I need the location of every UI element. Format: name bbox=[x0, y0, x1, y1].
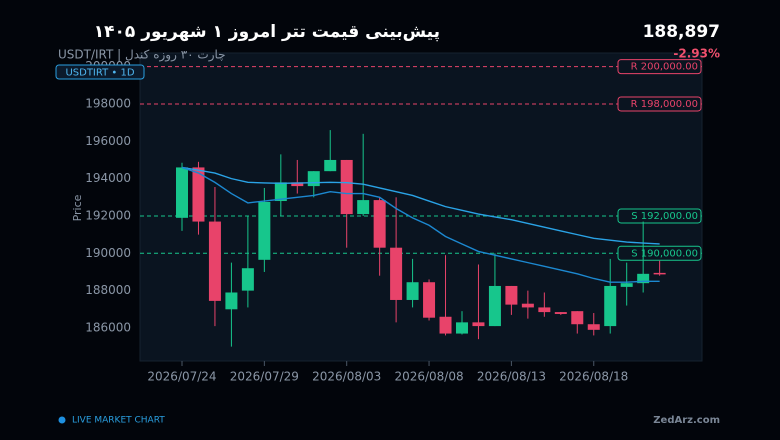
x-tick-label: 2026/08/08 bbox=[394, 370, 463, 384]
candle-body bbox=[340, 159, 353, 215]
candle-body bbox=[291, 182, 304, 187]
level-label: S 190,000.00 bbox=[631, 248, 698, 259]
candle-body bbox=[571, 311, 584, 325]
x-tick-label: 2026/07/29 bbox=[230, 370, 299, 384]
candle-body bbox=[324, 159, 337, 172]
y-tick-label: 188000 bbox=[85, 283, 131, 297]
candle-body bbox=[225, 292, 238, 310]
candle-body bbox=[307, 171, 320, 187]
y-tick-label: 186000 bbox=[85, 320, 131, 334]
x-tick-label: 2026/07/24 bbox=[147, 370, 216, 384]
level-tag bbox=[617, 59, 702, 75]
candle-body bbox=[505, 285, 518, 305]
level-label: S 192,000.00 bbox=[631, 211, 698, 222]
level-tag bbox=[617, 96, 702, 112]
candle-body bbox=[538, 307, 551, 313]
moving-average bbox=[181, 166, 660, 245]
level-label: R 200,000.00 bbox=[631, 62, 698, 73]
candle-body bbox=[176, 167, 188, 218]
moving-average bbox=[181, 166, 660, 283]
y-tick-label: 190000 bbox=[85, 246, 131, 260]
candle-body bbox=[439, 316, 452, 334]
y-axis-label: Price bbox=[71, 194, 84, 221]
live-dot bbox=[58, 416, 66, 424]
candle-body bbox=[208, 221, 221, 301]
candle-body bbox=[390, 247, 403, 300]
title: پیش‌بینی قیمت تتر امروز ۱ شهریور ۱۴۰۵ bbox=[94, 22, 440, 42]
candle-body bbox=[274, 182, 287, 202]
candle-body bbox=[554, 312, 567, 314]
candle-body bbox=[521, 303, 534, 308]
candle-body bbox=[241, 268, 254, 291]
candle-body bbox=[472, 322, 485, 327]
candle-body bbox=[357, 200, 370, 215]
candle-body bbox=[604, 285, 617, 327]
level-tag bbox=[617, 245, 702, 261]
level-label: R 198,000.00 bbox=[631, 99, 698, 110]
candle-body bbox=[406, 282, 419, 300]
brand: ZedArz.com bbox=[653, 415, 720, 426]
subtitle: USDT/IRT | چارت ۳۰ روزه کندل bbox=[58, 48, 226, 63]
x-tick-label: 2026/08/13 bbox=[477, 370, 546, 384]
y-tick-label: 192000 bbox=[85, 208, 131, 222]
candle-body bbox=[192, 167, 205, 222]
candle-body bbox=[423, 282, 436, 318]
candle-body bbox=[373, 200, 386, 248]
candle-body bbox=[455, 322, 468, 334]
candle-body bbox=[620, 283, 633, 287]
candle-body bbox=[637, 273, 650, 284]
badge: USDTIRT • 1D bbox=[65, 68, 134, 79]
x-tick-label: 2026/08/18 bbox=[559, 370, 628, 384]
y-tick-label: 198000 bbox=[85, 96, 131, 110]
price: 188,897 bbox=[643, 22, 720, 42]
x-tick-label: 2026/08/03 bbox=[312, 370, 381, 384]
y-tick-label: 196000 bbox=[85, 134, 131, 148]
level-tag bbox=[617, 208, 702, 224]
candle-body bbox=[587, 324, 600, 330]
live-label: LIVE MARKET CHART bbox=[72, 416, 165, 426]
change: -2.93% bbox=[673, 47, 720, 61]
y-tick-label: 194000 bbox=[85, 171, 131, 185]
candle-body bbox=[258, 201, 271, 260]
candle-body bbox=[488, 285, 501, 327]
candle-body bbox=[653, 272, 666, 275]
badge-box bbox=[55, 64, 145, 80]
